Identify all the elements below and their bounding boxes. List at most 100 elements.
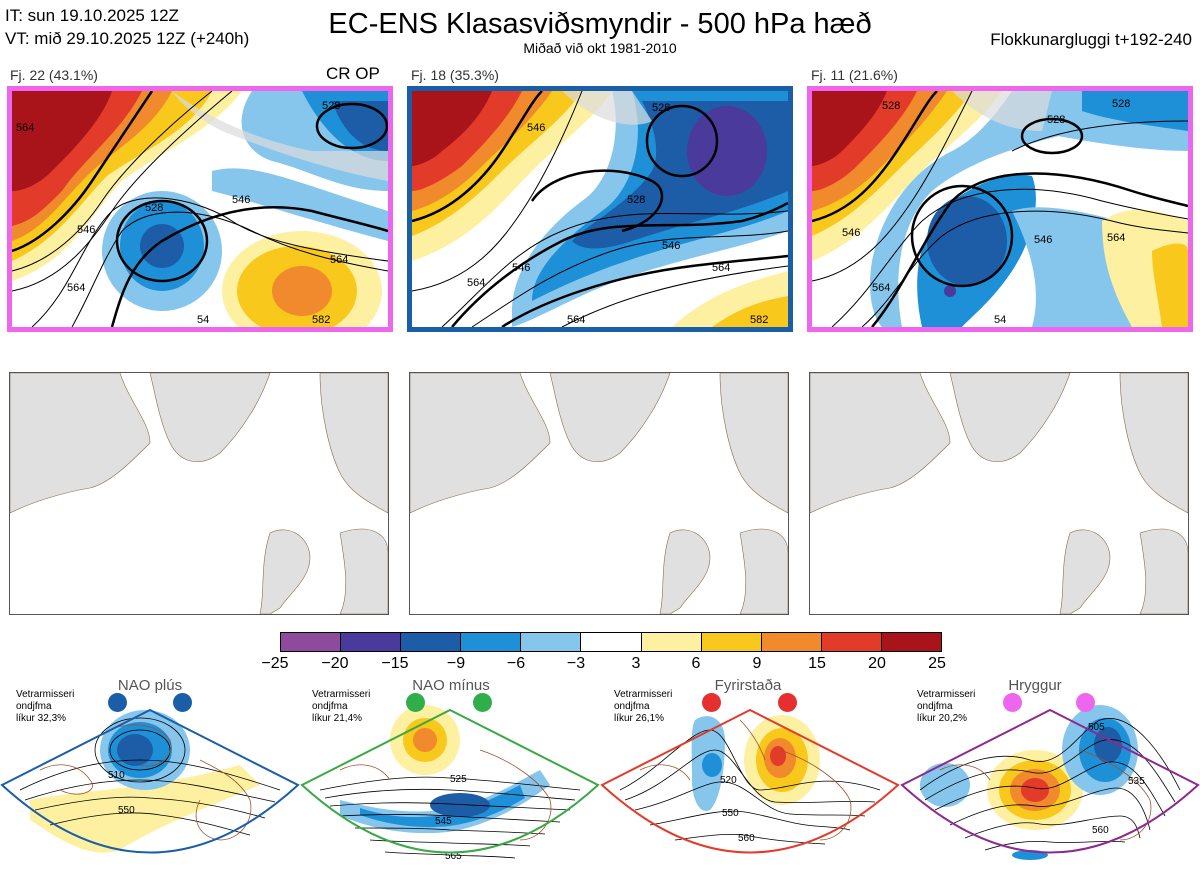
cluster-3-label: Fj. 11 (21.6%) — [811, 67, 898, 83]
regime-3-dot-left — [702, 693, 721, 712]
colorbar-segment — [641, 633, 702, 651]
cluster-2-contour-label: 528 — [627, 194, 645, 206]
cluster-2-contour-label: 546 — [527, 122, 545, 134]
header-dates: IT: sun 19.10.2025 12Z VT: mið 29.10.202… — [5, 4, 249, 50]
regime-1-title: NAO plús — [117, 677, 183, 694]
regime-4-info: Vetrarmisseri ondjfma líkur 20,2% — [917, 689, 975, 725]
regime-3-dot-right — [778, 693, 797, 712]
regime-4-map: 505 535 560 — [900, 705, 1200, 860]
regime-season: Vetrarmisseri — [917, 689, 976, 700]
cluster-3-map: 528 528 528 546 546 564 564 54 — [807, 86, 1193, 332]
cluster-2-contour-label: 546 — [512, 262, 530, 274]
regime-season: Vetrarmisseri — [16, 689, 75, 700]
regime-season: Vetrarmisseri — [312, 689, 371, 700]
regime-2-contour-label: 545 — [435, 816, 452, 827]
colorbar-segment — [881, 633, 942, 651]
regime-2-dot-right — [473, 693, 492, 712]
cluster-2-map: 546 528 528 546 546 564 564 564 582 — [407, 86, 793, 332]
empty-map-2 — [409, 372, 789, 615]
regime-3-contour-label: 550 — [722, 808, 739, 819]
cluster-3-contour-label: 528 — [1047, 114, 1065, 126]
cluster-2-contour-label: 582 — [750, 314, 768, 326]
regime-3-contour-label: 520 — [720, 775, 737, 786]
regime-3-info: Vetrarmisseri ondjfma líkur 26,1% — [614, 689, 672, 725]
colorbar — [280, 632, 942, 652]
regime-2-dot-left — [406, 693, 425, 712]
cluster-3-contour-label: 528 — [1112, 98, 1130, 110]
colorbar-tick-label: −9 — [446, 655, 466, 672]
regime-1-map: 510 550 — [0, 708, 300, 854]
regime-months: ondjfma — [312, 701, 348, 712]
colorbar-tick-label: −3 — [566, 655, 586, 672]
regime-4-title: Hryggur — [1008, 677, 1062, 694]
cluster-3-contour-label: 564 — [1107, 232, 1125, 244]
cluster-3-contour-label: 54 — [994, 314, 1006, 326]
regime-1-contour-label: 510 — [108, 770, 125, 781]
empty-map-1 — [9, 372, 389, 615]
colorbar-tick-label: −20 — [321, 655, 349, 672]
page-title: EC-ENS Klasasviðsmyndir - 500 hPa hæð — [328, 8, 872, 40]
cluster-1-label: Fj. 22 (43.1%) — [10, 67, 98, 83]
colorbar-segment — [761, 633, 822, 651]
cluster-1-map: 564 528 528 546 546 564 564 582 54 — [7, 86, 393, 332]
regime-probability: líkur 32,3% — [16, 713, 67, 724]
regime-season: Vetrarmisseri — [614, 689, 673, 700]
cluster-3-contour-label: 564 — [872, 282, 890, 294]
cluster-1-contour-label: 528 — [145, 202, 163, 214]
regime-4-contour-label: 535 — [1128, 776, 1145, 787]
colorbar-tick-label: 20 — [868, 655, 886, 672]
cluster-1-contour-label: 582 — [312, 314, 330, 326]
regime-1-border — [0, 708, 300, 854]
cluster-1-contour-label: 54 — [197, 314, 209, 326]
cluster-2-contour-label: 546 — [662, 240, 680, 252]
colorbar-segment — [281, 633, 342, 651]
regime-months: ondjfma — [16, 701, 52, 712]
cluster-2-label: Fj. 18 (35.3%) — [411, 67, 499, 83]
regime-4-dot-right — [1076, 693, 1095, 712]
init-time: IT: sun 19.10.2025 12Z — [5, 6, 179, 25]
cluster-2-contour-label: 564 — [467, 277, 485, 289]
colorbar-tick-label: −6 — [506, 655, 526, 672]
cluster-3-contour-label: 546 — [842, 227, 860, 239]
regime-2-info: Vetrarmisseri ondjfma líkur 21,4% — [312, 689, 370, 725]
colorbar-tick-label: 6 — [691, 655, 701, 672]
cluster-2-contour-label: 564 — [567, 314, 585, 326]
page-subtitle: Miðað við okt 1981-2010 — [523, 40, 677, 56]
colorbar-tick-label: 9 — [752, 655, 762, 672]
regime-3-contour-label: 560 — [738, 833, 755, 844]
regime-1-dot-left — [108, 693, 127, 712]
regime-2-contour-label: 565 — [445, 851, 462, 862]
cluster-2-contour-label: 528 — [652, 102, 670, 114]
colorbar-tick-label: 3 — [631, 655, 641, 672]
cluster-1-contour-label: 546 — [77, 224, 95, 236]
colorbar-segment — [821, 633, 882, 651]
colorbar-segment — [401, 633, 462, 651]
colorbar-segment — [341, 633, 402, 651]
cluster-3-contour-label: 546 — [1034, 234, 1052, 246]
cluster-1-contour-label: 546 — [232, 194, 250, 206]
colorbar-tick-label: 15 — [808, 655, 826, 672]
colorbar-segment — [581, 633, 642, 651]
cluster-1-contour-label: 564 — [67, 282, 85, 294]
regime-3-title: Fyrirstaða — [714, 677, 782, 694]
cluster-2-contour-label: 564 — [712, 262, 730, 274]
empty-map-3 — [809, 372, 1189, 615]
cluster-1-contour-label: 564 — [330, 254, 348, 266]
regime-2-map: 525 545 565 — [300, 705, 600, 862]
cluster-1-tag: CR OP — [326, 64, 380, 83]
regime-1-dot-right — [173, 693, 192, 712]
colorbar-tick-label: −25 — [261, 655, 289, 672]
regime-probability: líkur 26,1% — [614, 713, 665, 724]
regime-4-contour-label: 505 — [1088, 722, 1105, 733]
colorbar-segment — [701, 633, 762, 651]
cluster-1-contour-label: 564 — [16, 122, 34, 134]
cluster-1-contour-label: 528 — [322, 100, 340, 112]
regime-4-dot-left — [1003, 693, 1022, 712]
regime-months: ondjfma — [917, 701, 953, 712]
regime-2-contour-label: 525 — [450, 774, 467, 785]
cluster-3-contour-label: 528 — [882, 100, 900, 112]
colorbar-segment — [461, 633, 522, 651]
regime-3-map: 520 550 560 — [600, 708, 900, 854]
colorbar-tick-label: −15 — [381, 655, 409, 672]
regime-4-contour-label: 560 — [1092, 825, 1109, 836]
